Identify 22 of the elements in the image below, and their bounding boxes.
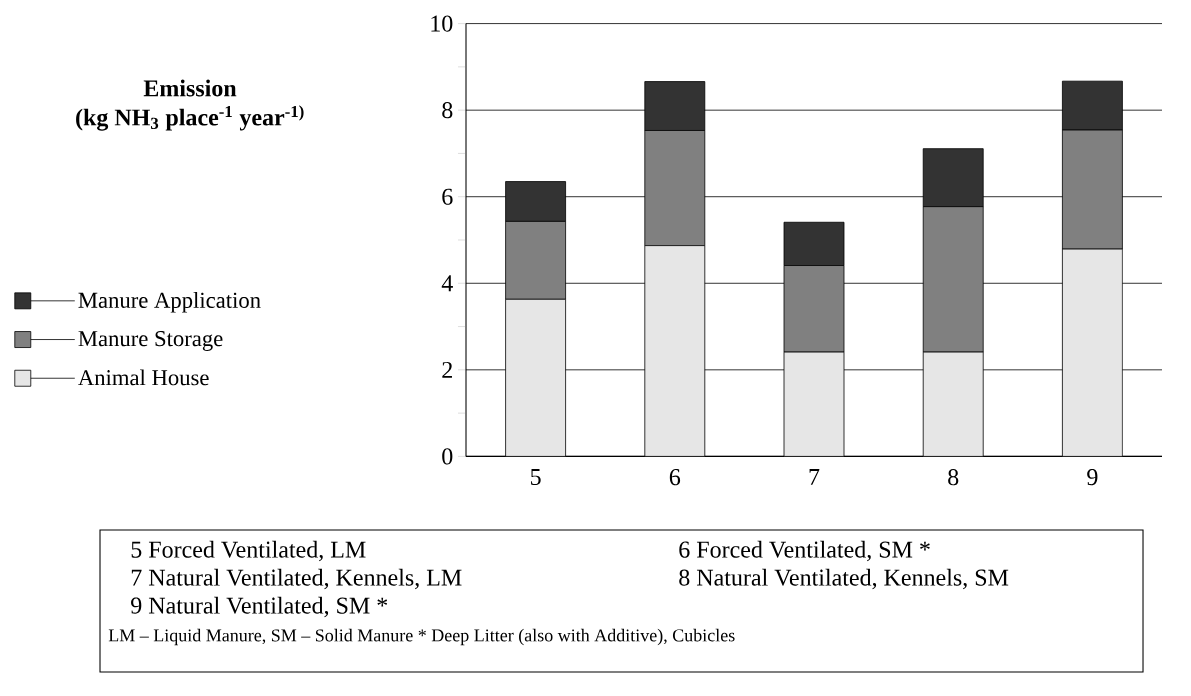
- y-tick-label: 2: [442, 361, 452, 378]
- text: 8 Natural Ventilated, Kennels, SM: [679, 568, 1009, 590]
- y-tick-label: 8: [442, 102, 453, 119]
- y-tick-label: 10: [431, 15, 453, 32]
- x-tick-label: 9: [1087, 469, 1098, 486]
- legend-label: Manure Storage: [78, 331, 223, 351]
- text: 5 Forced Ventilated, LM: [131, 540, 366, 562]
- y-tick-label: 4: [441, 275, 453, 292]
- text: 7 Natural Ventilated, Kennels, LM: [131, 568, 462, 590]
- text: 6 Forced Ventilated, SM *: [679, 540, 930, 562]
- text: (kg NH$_{3}$ place$^{-1}$ year$^{-1)}$: [76, 105, 304, 131]
- x-tick-label: 7: [809, 469, 820, 485]
- text: Emission: [143, 79, 237, 97]
- legend-label: Animal House: [78, 369, 209, 386]
- text: LM – Liquid Manure, SM – Solid Manure * Deep Litter (also with Additive), Cubicles: [108, 628, 735, 646]
- x-tick-label: 6: [669, 469, 681, 486]
- legend-label: Manure Application: [78, 291, 261, 313]
- x-tick-label: 8: [948, 469, 959, 486]
- text: 9 Natural Ventilated, SM *: [131, 596, 388, 618]
- y-tick-label: 6: [442, 188, 453, 205]
- y-tick-label: 0: [442, 448, 453, 465]
- x-tick-label: 5: [531, 469, 541, 486]
